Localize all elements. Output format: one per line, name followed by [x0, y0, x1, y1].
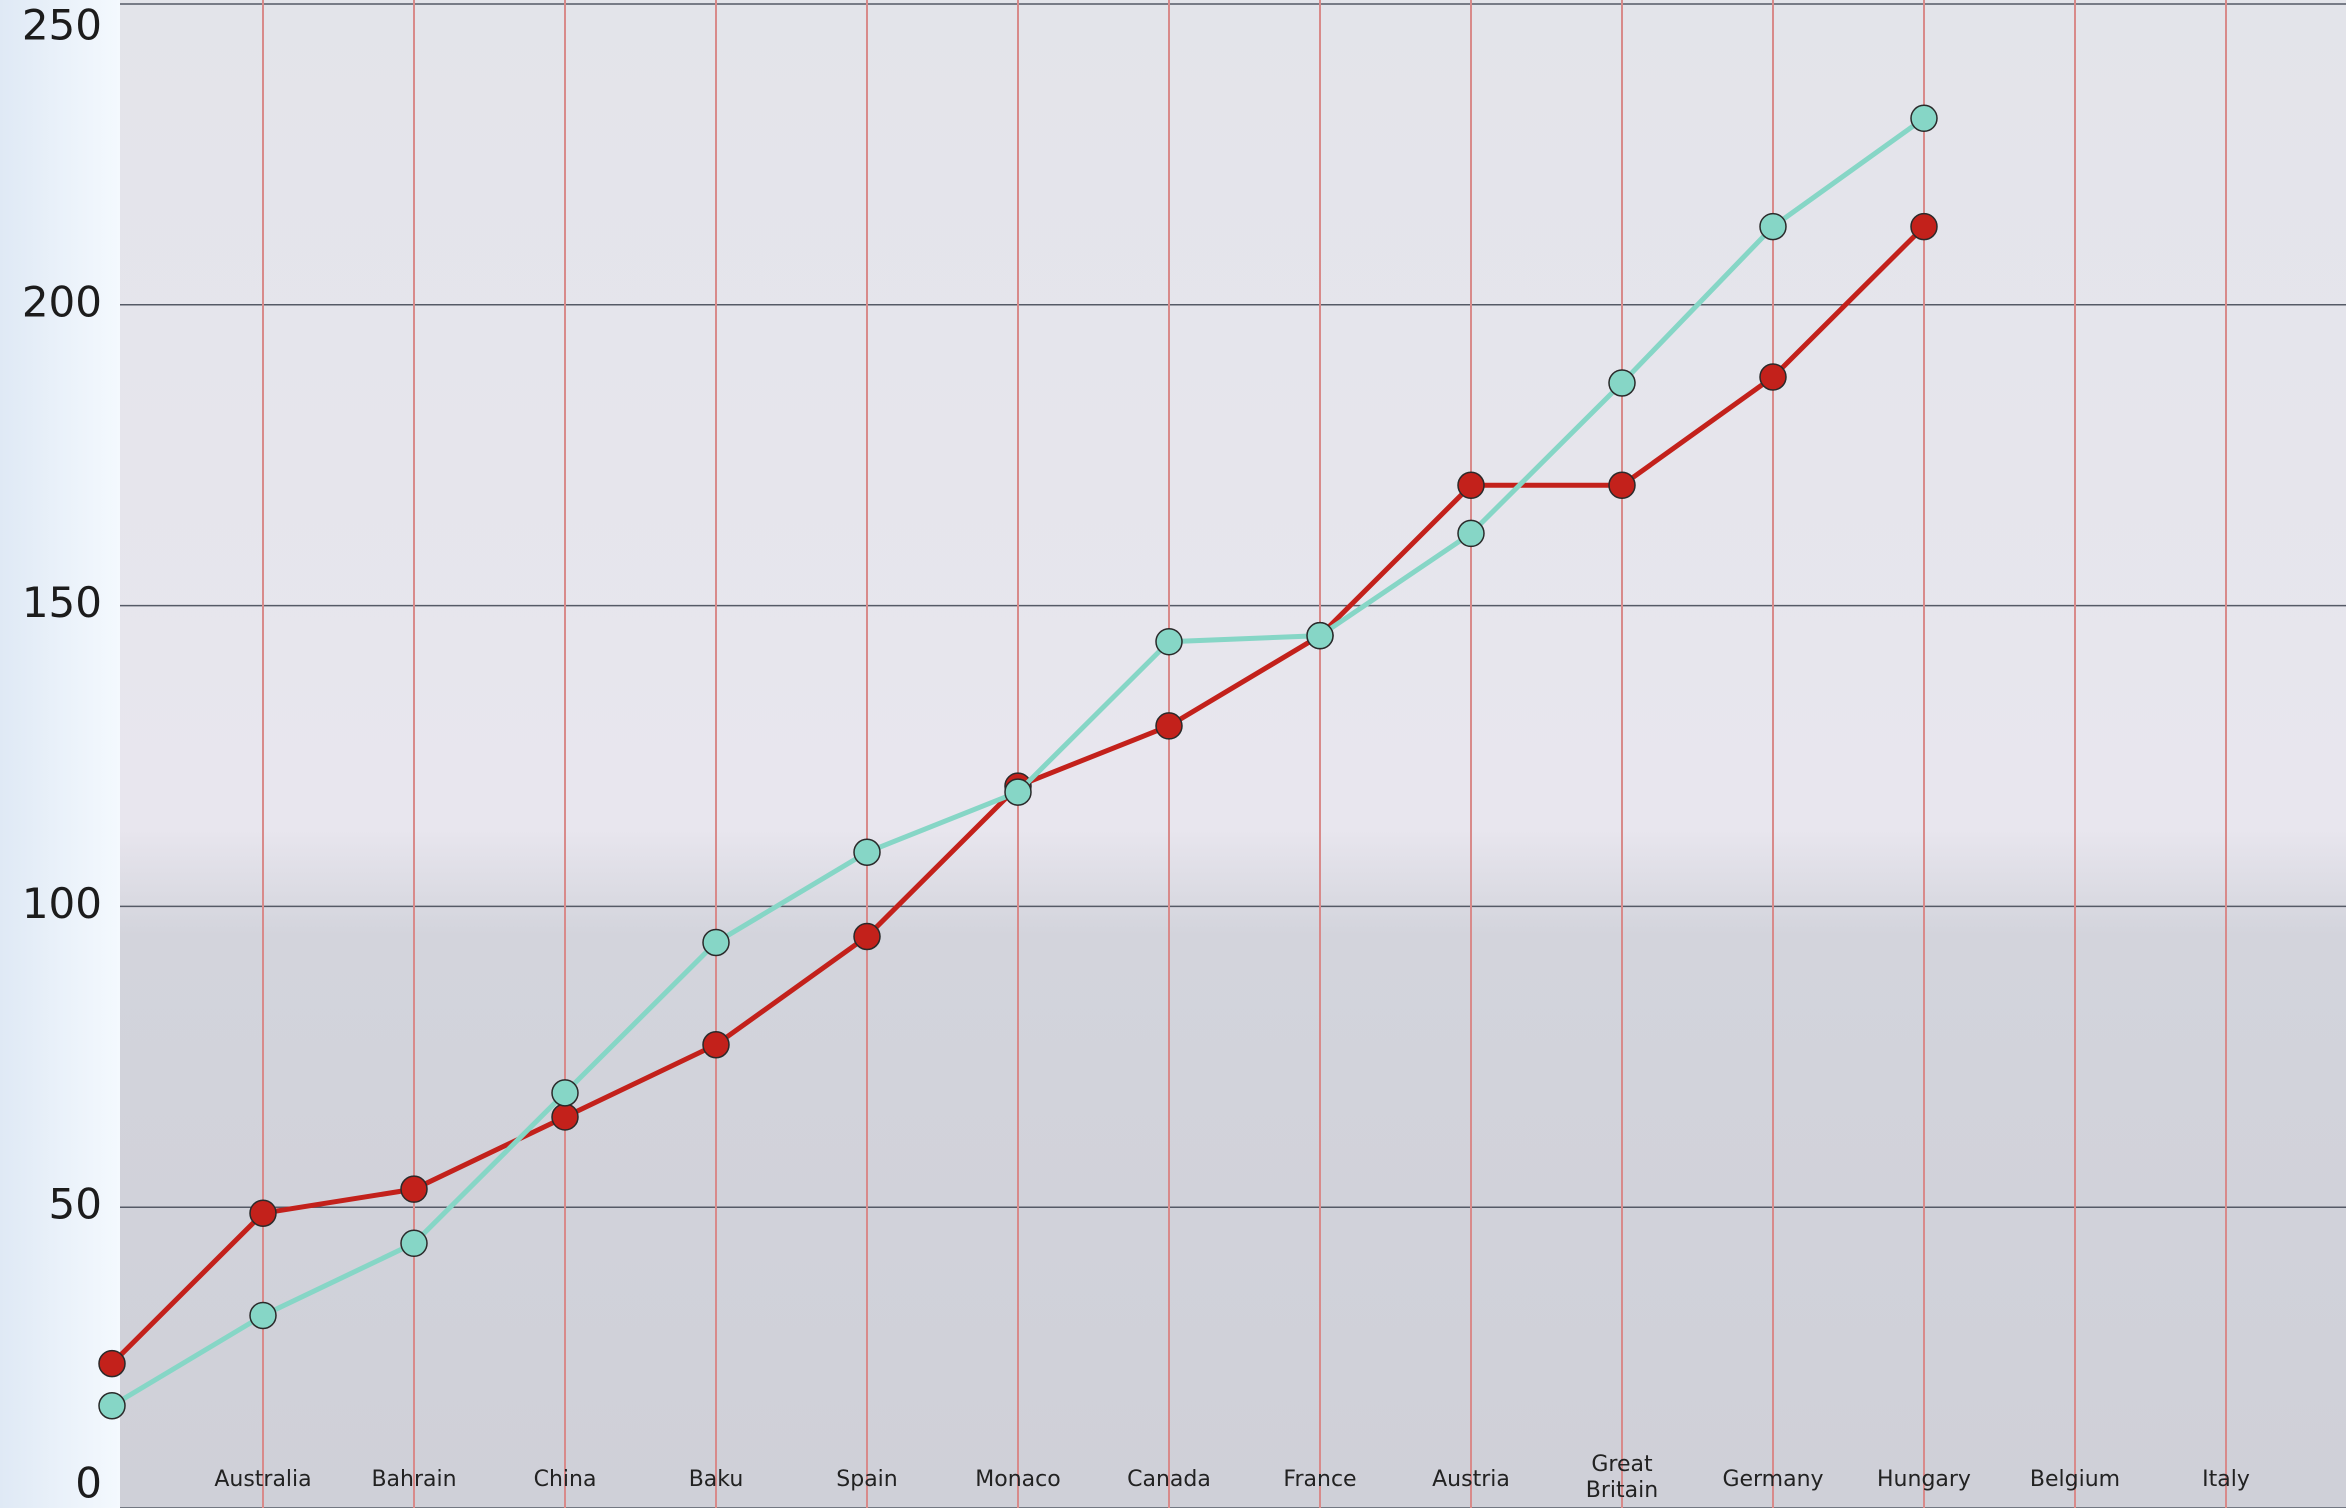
x-tick-label: Hungary [1877, 1467, 1971, 1492]
data-point [98, 1391, 126, 1420]
data-point [853, 838, 881, 867]
axis-panel [0, 0, 120, 1508]
y-tick-label: 200 [22, 277, 102, 326]
data-point [1608, 471, 1636, 500]
data-point [1004, 778, 1032, 806]
x-tick-label: Spain [836, 1467, 898, 1492]
y-tick-label: 250 [22, 1, 102, 50]
x-tick-label: Belgium [2029, 1467, 2121, 1492]
data-point [1306, 621, 1334, 650]
data-point [1457, 519, 1485, 548]
y-tick-label: 0 [75, 1459, 102, 1508]
data-point [249, 1301, 277, 1330]
data-point [551, 1079, 579, 1107]
data-point [249, 1199, 277, 1227]
x-tick-label: Great Britain [1585, 1452, 1659, 1503]
y-tick-label: 100 [22, 879, 102, 928]
data-point [1608, 369, 1636, 397]
data-point [1759, 212, 1787, 241]
x-tick-label: France [1283, 1467, 1357, 1492]
data-point [1457, 471, 1485, 500]
data-point [551, 1103, 579, 1131]
x-tick-label: Canada [1127, 1467, 1211, 1492]
x-tick-label: Monaco [975, 1467, 1061, 1492]
x-tick-label: China [533, 1467, 597, 1492]
data-point [98, 1349, 126, 1378]
x-tick-label: Bahrain [371, 1467, 457, 1492]
y-tick-label: 150 [22, 578, 102, 627]
data-point [1155, 627, 1183, 656]
x-tick-label: Austria [1432, 1467, 1510, 1492]
data-point [1910, 212, 1938, 241]
y-tick-label: 50 [49, 1180, 102, 1229]
x-tick-label: Australia [214, 1467, 312, 1492]
data-point [702, 928, 730, 957]
data-point [400, 1175, 428, 1203]
data-point [1155, 712, 1183, 740]
x-tick-label: Italy [2202, 1467, 2250, 1492]
data-point [400, 1229, 428, 1258]
x-tick-label: Germany [1722, 1467, 1824, 1492]
data-point [1910, 104, 1938, 133]
data-point [702, 1031, 730, 1059]
data-point [1759, 363, 1787, 391]
data-point [853, 922, 881, 951]
x-tick-label: Baku [688, 1467, 744, 1492]
